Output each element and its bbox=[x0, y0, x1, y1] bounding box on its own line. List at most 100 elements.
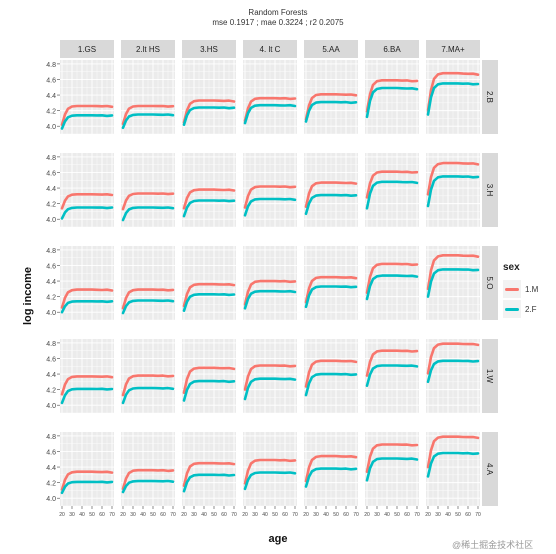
series-line-female bbox=[365, 274, 419, 301]
x-tick-label: 70 bbox=[292, 512, 298, 518]
chart-title: Random Forests bbox=[248, 8, 308, 17]
x-tick-label: 50 bbox=[455, 512, 461, 518]
facet-strip-0 bbox=[60, 40, 114, 58]
series-line-male bbox=[121, 288, 175, 310]
x-tick-label: 20 bbox=[181, 512, 187, 518]
series-line-female bbox=[121, 299, 175, 315]
series-line-male bbox=[121, 468, 175, 491]
x-tick-label: 70 bbox=[475, 512, 481, 518]
legend-item-female: 2.F bbox=[503, 299, 538, 319]
x-tick-label: 60 bbox=[221, 512, 227, 518]
series-line-female bbox=[426, 175, 480, 208]
series-line-male bbox=[304, 275, 358, 304]
series-line-female bbox=[365, 180, 419, 210]
series-line-female bbox=[365, 86, 419, 119]
facet-strip-5 bbox=[365, 40, 419, 58]
series-line-male bbox=[121, 374, 175, 397]
x-tick-label: 20 bbox=[303, 512, 309, 518]
series-line-female bbox=[182, 292, 236, 313]
y-tick-label: 4.2 bbox=[46, 295, 56, 302]
series-line-female bbox=[182, 106, 236, 126]
x-tick-label: 40 bbox=[262, 512, 268, 518]
series-line-female bbox=[121, 113, 175, 130]
facet-strip-label: 5.AA bbox=[322, 45, 340, 54]
series-line-female bbox=[426, 451, 480, 478]
legend-key-female bbox=[503, 300, 521, 318]
series-line-male bbox=[426, 254, 480, 291]
x-tick-label: 30 bbox=[252, 512, 258, 518]
series-line-female bbox=[365, 364, 419, 388]
facet-row-label: 3.H bbox=[485, 184, 494, 197]
series-line-male bbox=[304, 181, 358, 208]
x-tick-label: 60 bbox=[404, 512, 410, 518]
x-tick-label: 30 bbox=[191, 512, 197, 518]
x-tick-label: 70 bbox=[231, 512, 237, 518]
facet-row-strip-0 bbox=[482, 60, 498, 134]
facet-row-strip-2 bbox=[482, 246, 498, 320]
y-tick-label: 4.0 bbox=[46, 403, 56, 410]
y-tick-label: 4.0 bbox=[46, 496, 56, 503]
x-tick-label: 60 bbox=[282, 512, 288, 518]
facet-row-label: 1.W bbox=[485, 369, 494, 384]
series-line-female bbox=[243, 471, 297, 491]
x-tick-label: 70 bbox=[353, 512, 359, 518]
y-tick-label: 4.8 bbox=[46, 248, 56, 255]
x-tick-label: 30 bbox=[435, 512, 441, 518]
series-line-male bbox=[243, 364, 297, 391]
x-tick-label: 70 bbox=[414, 512, 420, 518]
facet-strip-3 bbox=[243, 40, 297, 58]
y-axis-label: log income bbox=[22, 266, 34, 326]
x-tick-label: 30 bbox=[313, 512, 319, 518]
facet-strip-2 bbox=[182, 40, 236, 58]
x-axis-label: age bbox=[268, 533, 288, 545]
y-tick-label: 4.8 bbox=[46, 62, 56, 69]
series-line-male bbox=[243, 96, 297, 123]
legend-title: sex bbox=[503, 262, 520, 273]
series-line-female bbox=[182, 199, 236, 218]
x-tick-label: 40 bbox=[384, 512, 390, 518]
series-line-female bbox=[243, 289, 297, 310]
x-tick-label: 50 bbox=[272, 512, 278, 518]
series-line-male bbox=[304, 93, 358, 121]
legend-item-male: 1.M bbox=[503, 279, 538, 299]
x-tick-label: 20 bbox=[59, 512, 65, 518]
series-line-female bbox=[243, 103, 297, 125]
series-line-female bbox=[60, 480, 114, 495]
series-line-female bbox=[60, 299, 114, 314]
series-line-male bbox=[243, 279, 297, 306]
series-line-male bbox=[121, 104, 175, 126]
x-tick-label: 20 bbox=[242, 512, 248, 518]
series-line-male bbox=[304, 454, 358, 483]
x-tick-label: 60 bbox=[160, 512, 166, 518]
x-tick-label: 70 bbox=[170, 512, 176, 518]
x-tick-label: 50 bbox=[211, 512, 217, 518]
series-line-female bbox=[304, 285, 358, 309]
x-tick-label: 40 bbox=[323, 512, 329, 518]
y-tick-label: 4.2 bbox=[46, 481, 56, 488]
x-tick-label: 70 bbox=[109, 512, 115, 518]
y-tick-label: 4.2 bbox=[46, 388, 56, 395]
series-line-female bbox=[304, 100, 358, 123]
series-line-male bbox=[121, 192, 175, 211]
facet-strip-1 bbox=[121, 40, 175, 58]
y-tick-label: 4.6 bbox=[46, 449, 56, 456]
series-line-female bbox=[121, 386, 175, 405]
x-tick-label: 40 bbox=[201, 512, 207, 518]
chart-subtitle: mse 0.1917 ; mae 0.3224 ; r2 0.2075 bbox=[212, 18, 344, 27]
series-line-male bbox=[426, 435, 480, 469]
series-line-male bbox=[426, 342, 480, 375]
y-tick-label: 4.2 bbox=[46, 109, 56, 116]
y-tick-label: 4.6 bbox=[46, 356, 56, 363]
y-tick-label: 4.6 bbox=[46, 170, 56, 177]
series-line-female bbox=[365, 457, 419, 482]
y-tick-label: 4.0 bbox=[46, 217, 56, 224]
y-tick-label: 4.4 bbox=[46, 279, 56, 286]
series-line-female bbox=[182, 379, 236, 402]
facet-strip-label: 3.HS bbox=[200, 45, 218, 54]
series-line-male bbox=[60, 104, 114, 126]
series-line-female bbox=[304, 193, 358, 216]
series-line-male bbox=[426, 71, 480, 112]
series-line-male bbox=[365, 79, 419, 113]
x-tick-label: 30 bbox=[374, 512, 380, 518]
